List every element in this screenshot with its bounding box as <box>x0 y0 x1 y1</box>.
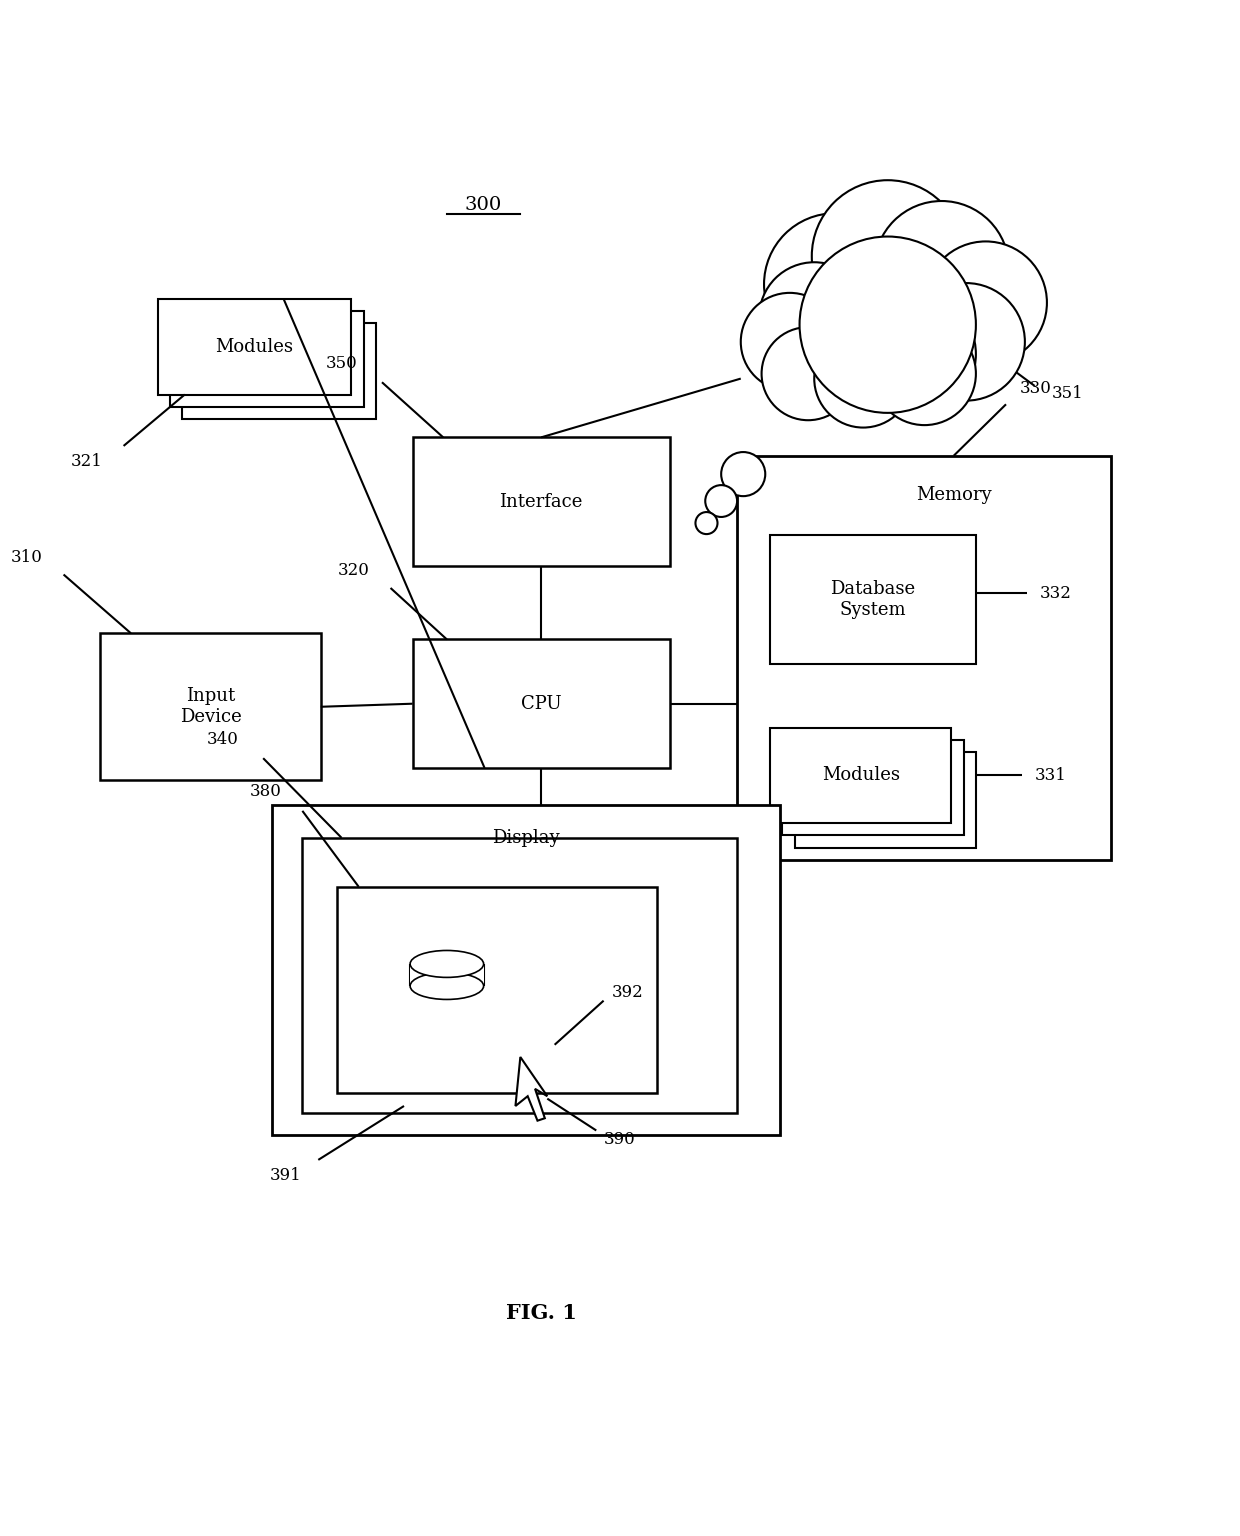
Bar <box>272 805 780 1135</box>
Bar <box>413 639 670 768</box>
Text: 340: 340 <box>207 731 239 748</box>
Circle shape <box>873 323 976 425</box>
Text: Display: Display <box>492 829 559 848</box>
Circle shape <box>800 237 976 413</box>
Bar <box>413 438 670 565</box>
Bar <box>336 886 657 1092</box>
Bar <box>410 965 484 986</box>
Text: Modules: Modules <box>216 338 294 356</box>
Circle shape <box>722 452 765 496</box>
Circle shape <box>706 485 737 518</box>
Circle shape <box>925 241 1047 364</box>
Text: 392: 392 <box>613 983 644 1000</box>
Bar <box>770 536 976 664</box>
Bar <box>770 728 951 823</box>
Circle shape <box>848 290 976 418</box>
Text: Memory: Memory <box>916 487 992 504</box>
Bar <box>170 312 363 407</box>
Text: 351: 351 <box>1052 386 1084 402</box>
Ellipse shape <box>410 972 484 1000</box>
Bar <box>737 456 1111 860</box>
Circle shape <box>874 201 1009 336</box>
Circle shape <box>759 263 869 372</box>
Bar <box>303 837 737 1114</box>
Text: Interface: Interface <box>500 493 583 510</box>
Bar <box>182 324 376 419</box>
Circle shape <box>696 511 718 535</box>
Text: 332: 332 <box>1039 585 1071 602</box>
Text: 330: 330 <box>1021 379 1052 396</box>
Ellipse shape <box>410 951 484 977</box>
Bar <box>100 633 321 780</box>
Text: 300: 300 <box>465 197 502 215</box>
Text: 380: 380 <box>249 783 281 800</box>
Text: 321: 321 <box>71 453 103 470</box>
Text: 320: 320 <box>337 562 370 579</box>
Text: FIG. 1: FIG. 1 <box>506 1303 577 1322</box>
Circle shape <box>815 330 913 427</box>
Circle shape <box>799 283 916 401</box>
Text: 310: 310 <box>11 548 42 565</box>
Polygon shape <box>516 1057 547 1121</box>
Circle shape <box>812 180 963 332</box>
Circle shape <box>761 327 854 421</box>
Circle shape <box>764 214 906 355</box>
Text: Modules: Modules <box>822 766 900 785</box>
Text: 350: 350 <box>326 355 357 372</box>
Text: 331: 331 <box>1034 766 1066 783</box>
Circle shape <box>908 283 1025 401</box>
Bar <box>157 300 351 395</box>
Bar <box>795 753 976 848</box>
Text: 390: 390 <box>604 1130 635 1147</box>
Circle shape <box>740 293 838 390</box>
Text: 391: 391 <box>269 1167 301 1184</box>
Text: Database
System: Database System <box>831 581 915 619</box>
Bar <box>782 740 963 836</box>
Text: Input
Device: Input Device <box>180 688 242 727</box>
Text: CPU: CPU <box>521 694 562 713</box>
